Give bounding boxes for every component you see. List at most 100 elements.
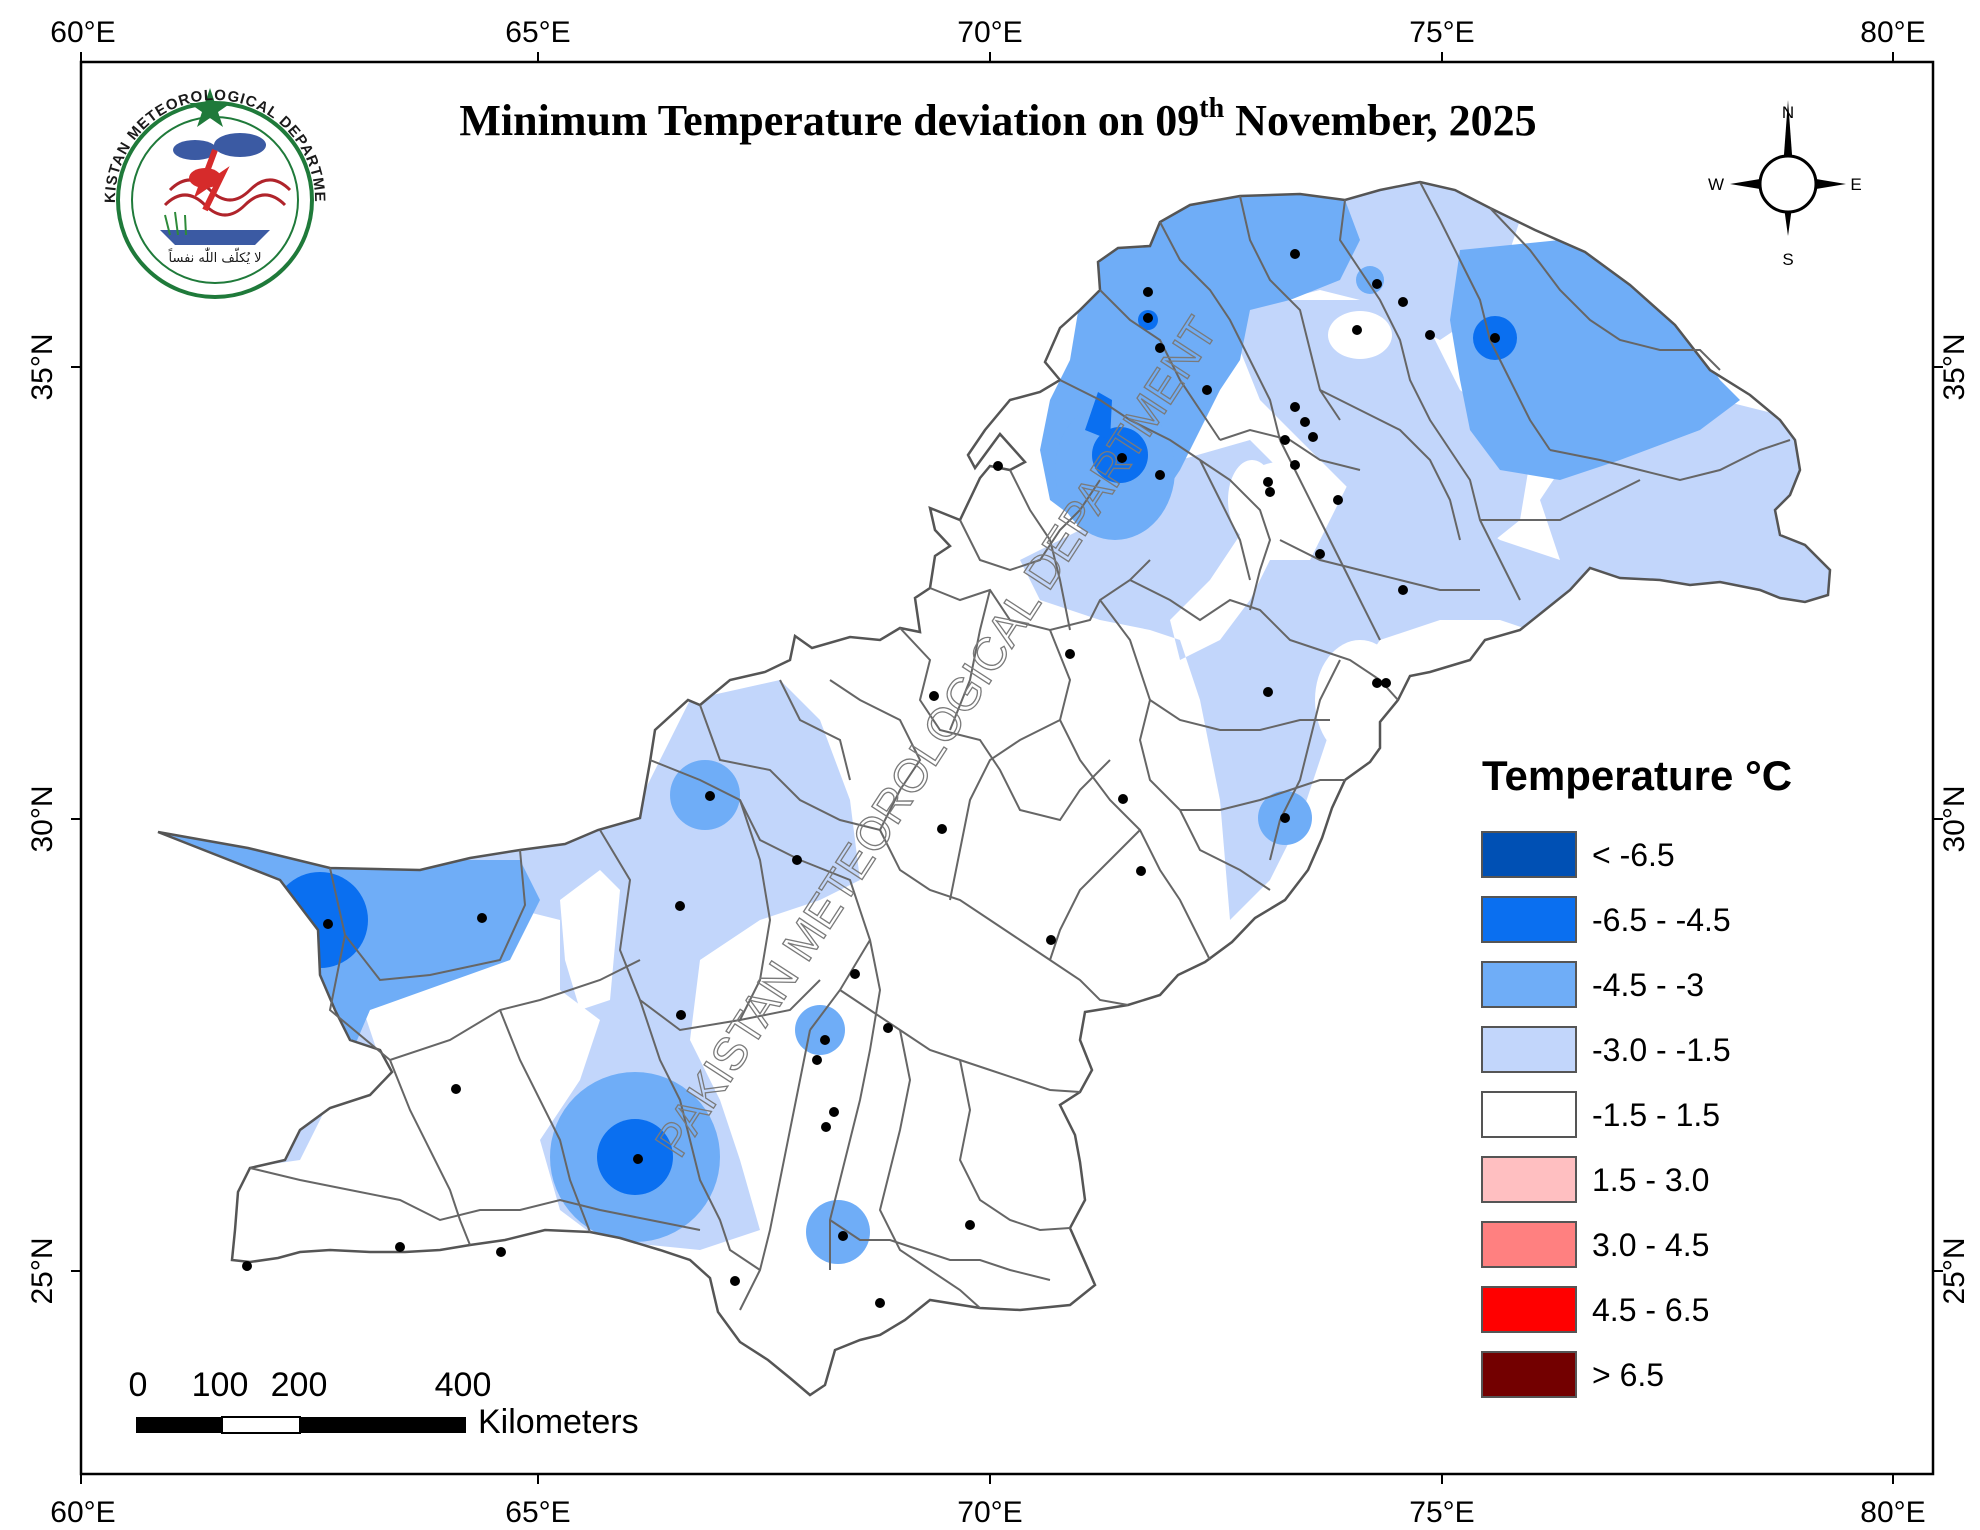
station-dot [1290,249,1300,259]
legend-swatch [1481,961,1577,1008]
left-tick-labels: 35°N 30°N 25°N [26,333,59,1304]
station-dot [1280,435,1290,445]
legend-swatch [1481,1351,1577,1398]
pmd-logo: PAKISTAN METEOROLOGICAL DEPARTMENT لا يُ… [0,0,327,299]
stations [242,249,1500,1308]
legend-items: < -6.5 -6.5 - -4.5 -4.5 - -3 -3.0 - -1.5 -1.… [1481,831,1731,1398]
station-dot [1290,460,1300,470]
scale-label: 400 [435,1366,492,1404]
station-dot [1065,649,1075,659]
tick-label-bottom: 60°E [50,1496,115,1529]
station-dot [675,901,685,911]
scale-label: 200 [271,1366,328,1404]
station-dot [1398,585,1408,595]
map-title: Minimum Temperature deviation on 09th No… [459,93,1536,145]
legend-swatch [1481,1026,1577,1073]
station-dot [1333,495,1343,505]
legend-label: 1.5 - 3.0 [1592,1162,1709,1198]
legend-label: -3.0 - -1.5 [1592,1032,1731,1068]
tick-label-bottom: 70°E [957,1496,1022,1529]
station-dot [838,1231,848,1241]
station-dot [1381,678,1391,688]
tick-label-top: 75°E [1409,16,1474,49]
legend-label: 3.0 - 4.5 [1592,1227,1709,1263]
station-dot [1352,325,1362,335]
station-dot [1372,678,1382,688]
station-dot [1300,417,1310,427]
station-dot [451,1084,461,1094]
station-dot [1118,794,1128,804]
tick-label-top: 70°E [957,16,1022,49]
scale-bar: 0 100 200 400 Kilometers [129,1366,639,1441]
station-dot [242,1261,252,1271]
station-dot [929,691,939,701]
compass-south: S [1782,250,1793,269]
station-dot [1315,549,1325,559]
tick-label-left: 30°N [26,785,59,852]
station-dot [676,1010,686,1020]
tick-label-right: 30°N [1938,785,1971,852]
tick-label-top: 80°E [1860,16,1925,49]
station-dot [820,1035,830,1045]
station-dot [883,1023,893,1033]
tick-label-top: 65°E [505,16,570,49]
legend-swatch [1481,1091,1577,1138]
station-dot [792,855,802,865]
station-dot [821,1122,831,1132]
station-dot [1263,687,1273,697]
legend-swatch [1481,896,1577,943]
administrative-boundaries [157,180,1832,1397]
station-dot [395,1242,405,1252]
bottom-tick-labels: 60°E 65°E 70°E 75°E 80°E [50,1496,1925,1529]
station-dot [1308,432,1318,442]
station-dot [1143,287,1153,297]
station-dot [1155,470,1165,480]
scale-label: 0 [129,1366,148,1404]
tick-label-left: 35°N [26,333,59,400]
station-dot [1372,279,1382,289]
legend-label: < -6.5 [1592,837,1675,873]
station-dot [633,1154,643,1164]
station-dot [812,1055,822,1065]
legend-swatch [1481,831,1577,878]
station-dot [1117,453,1127,463]
legend-title: Temperature °C [1482,752,1792,799]
graticule-ticks [71,52,1943,1484]
station-dot [323,919,333,929]
legend-swatch [1481,1221,1577,1268]
legend-label: -6.5 - -4.5 [1592,902,1731,938]
station-dot [965,1220,975,1230]
station-dot [477,913,487,923]
station-dot [1263,477,1273,487]
compass-icon [1730,100,1846,236]
station-dot [937,824,947,834]
station-dot [1490,333,1500,343]
legend-label: > 6.5 [1592,1357,1664,1393]
tick-label-bottom: 80°E [1860,1496,1925,1529]
compass-east: E [1850,175,1861,194]
station-dot [730,1276,740,1286]
scale-unit: Kilometers [478,1403,639,1441]
right-tick-labels: 35°N 30°N 25°N [1938,333,1971,1304]
tick-label-bottom: 75°E [1409,1496,1474,1529]
station-dot [1398,297,1408,307]
legend-swatch [1481,1286,1577,1333]
station-dot [875,1298,885,1308]
legend-label: -4.5 - -3 [1592,967,1704,1003]
station-dot [1265,487,1275,497]
weather-emblem-icon [160,133,292,245]
station-dot [496,1247,506,1257]
station-dot [1290,402,1300,412]
tick-label-left: 25°N [26,1237,59,1304]
station-dot [1155,343,1165,353]
compass-west: W [1708,175,1724,194]
station-dot [1280,813,1290,823]
station-dot [1136,866,1146,876]
legend-label: 4.5 - 6.5 [1592,1292,1709,1328]
compass-rose: N S W E [1708,100,1862,269]
tick-label-top: 60°E [50,16,115,49]
station-dot [1143,313,1153,323]
station-dot [993,461,1003,471]
station-dot [1202,385,1212,395]
